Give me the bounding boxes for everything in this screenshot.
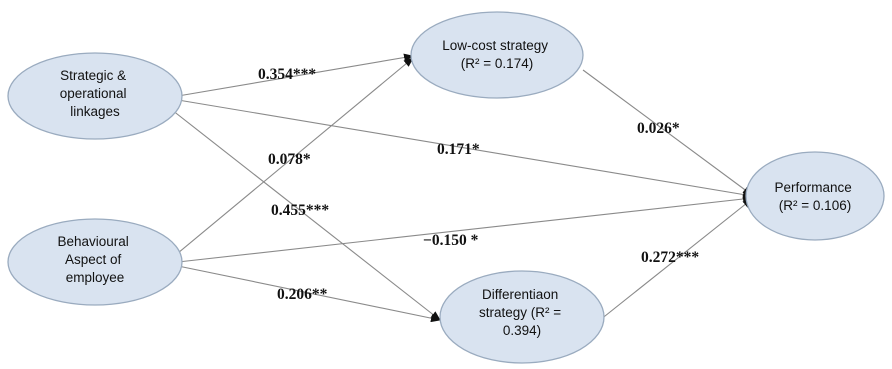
edge-strategic-to-performance <box>177 99 753 199</box>
node-behavioural-shape <box>7 218 183 306</box>
node-differentiation: Differentiaon strategy (R² = 0.394) <box>439 270 605 364</box>
edges <box>171 53 753 323</box>
node-behavioural-label: Behavioural Aspect of employee <box>57 234 132 285</box>
node-differentiation-line: Differentiaon <box>482 287 558 302</box>
node-performance-line: (R² = 0.106) <box>779 198 851 213</box>
node-strategic-line: Strategic & <box>60 68 126 83</box>
edge-differentiation-to-performance <box>599 198 753 321</box>
edge-strategic-to-lowcost <box>177 53 414 97</box>
node-lowcost-line: Low-cost strategy <box>442 38 548 53</box>
edge-label-strategic-performance: 0.171* <box>437 141 480 158</box>
node-behavioural-line: employee <box>66 270 125 285</box>
edge-lowcost-to-performance <box>582 69 753 196</box>
node-differentiation-label: Differentiaon strategy (R² = 0.394) <box>479 287 565 338</box>
edge-label-behavioural-performance: −0.150 * <box>423 232 479 249</box>
node-differentiation-line: 0.394) <box>503 323 541 338</box>
node-differentiation-line: strategy (R² = <box>479 305 561 320</box>
edge-label-lowcost-performance: 0.026* <box>637 120 680 137</box>
node-lowcost-label: Low-cost strategy (R² = 0.174) <box>442 38 552 71</box>
edge-labels: 0.354*** 0.171* 0.078* 0.455*** −0.150 *… <box>258 66 699 303</box>
node-lowcost-shape <box>410 11 584 99</box>
edge-behavioural-to-lowcost <box>171 57 414 259</box>
edge-strategic-to-differentiation <box>171 109 441 321</box>
node-strategic-label: Strategic & operational linkages <box>60 68 131 119</box>
node-strategic-line: operational <box>60 86 127 101</box>
node-lowcost: Low-cost strategy (R² = 0.174) <box>410 11 584 99</box>
edge-label-strategic-lowcost: 0.354*** <box>258 66 316 83</box>
edge-label-behavioural-differentiation: 0.206** <box>277 286 328 303</box>
node-differentiation-shape <box>439 270 605 364</box>
edge-behavioural-to-performance <box>177 195 753 263</box>
node-behavioural-line: Behavioural <box>57 234 128 249</box>
node-strategic-line: linkages <box>70 104 120 119</box>
node-behavioural: Behavioural Aspect of employee <box>7 218 183 306</box>
edge-label-behavioural-lowcost: 0.078* <box>268 151 311 168</box>
node-performance-line: Performance <box>774 180 851 195</box>
node-behavioural-line: Aspect of <box>65 252 122 267</box>
node-performance: Performance (R² = 0.106) <box>745 151 885 241</box>
node-strategic-shape <box>7 52 183 140</box>
edge-label-strategic-differentiation: 0.455*** <box>271 202 329 219</box>
node-performance-shape <box>745 151 885 241</box>
node-performance-label: Performance (R² = 0.106) <box>774 180 855 213</box>
node-strategic: Strategic & operational linkages <box>7 52 183 140</box>
edge-label-differentiation-performance: 0.272*** <box>641 249 699 266</box>
edge-behavioural-to-differentiation <box>177 265 441 323</box>
node-lowcost-line: (R² = 0.174) <box>461 56 533 71</box>
